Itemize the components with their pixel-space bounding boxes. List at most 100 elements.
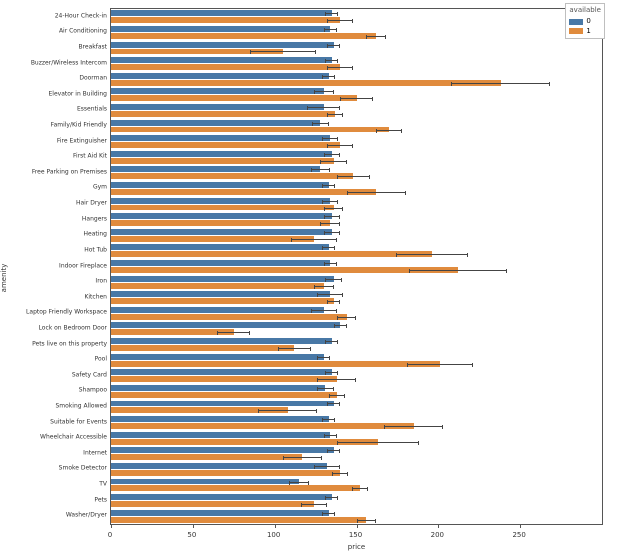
error-bar xyxy=(307,107,340,108)
x-tick-label: 250 xyxy=(512,531,525,539)
error-bar xyxy=(278,348,311,349)
error-bar xyxy=(347,192,406,193)
chart-container: amenity 24-Hour Check-inAir Conditioning… xyxy=(0,0,630,555)
error-bar xyxy=(217,332,250,333)
bar xyxy=(111,182,329,188)
error-bar xyxy=(332,473,348,474)
error-bar xyxy=(324,232,340,233)
bar xyxy=(111,267,458,273)
bar xyxy=(111,10,332,16)
y-tick-label: Hangers xyxy=(2,215,110,222)
bar xyxy=(111,314,347,320)
bar xyxy=(111,17,340,23)
bar xyxy=(111,260,330,266)
error-bar xyxy=(366,36,386,37)
legend-title: available xyxy=(569,6,601,16)
error-bar xyxy=(376,130,402,131)
bar xyxy=(111,392,337,398)
error-bar xyxy=(250,51,315,52)
error-bar xyxy=(322,201,338,202)
error-bar xyxy=(327,450,340,451)
y-tick-label: Gym xyxy=(2,184,110,191)
y-tick-label: Smoke Detector xyxy=(2,465,110,472)
y-tick-label: Heating xyxy=(2,231,110,238)
y-tick-label: Family/Kid Friendly xyxy=(2,122,110,129)
error-bar xyxy=(337,176,370,177)
legend-label-1: 1 xyxy=(586,27,590,37)
error-bar xyxy=(325,372,338,373)
x-tick-label: 50 xyxy=(187,531,196,539)
bar xyxy=(111,142,340,148)
bar xyxy=(111,432,330,438)
bar xyxy=(111,416,329,422)
error-bar xyxy=(324,435,337,436)
error-bar xyxy=(396,254,468,255)
error-bar xyxy=(340,98,373,99)
bar xyxy=(111,485,360,491)
x-tick-label: 150 xyxy=(349,531,362,539)
bar xyxy=(111,33,376,39)
y-tick-label: Washer/Dryer xyxy=(2,512,110,519)
bar xyxy=(111,127,389,133)
error-bar xyxy=(291,239,337,240)
legend-swatch-0-icon xyxy=(569,19,583,25)
bar xyxy=(111,111,335,117)
error-bar xyxy=(322,185,335,186)
bar xyxy=(111,376,337,382)
error-bar xyxy=(325,13,338,14)
error-bar xyxy=(317,379,356,380)
legend: available 0 1 xyxy=(565,3,605,39)
error-bar xyxy=(325,279,341,280)
error-bar xyxy=(327,67,353,68)
error-bar xyxy=(327,145,353,146)
x-tick xyxy=(438,524,439,528)
bar xyxy=(111,158,334,164)
bar xyxy=(111,80,501,86)
y-tick-label: Shampoo xyxy=(2,387,110,394)
bar xyxy=(111,494,332,500)
bar xyxy=(111,73,329,79)
bar xyxy=(111,510,329,516)
y-tick-label: Kitchen xyxy=(2,293,110,300)
bar xyxy=(111,151,332,157)
error-bar xyxy=(324,216,340,217)
y-tick-label: Suitable for Events xyxy=(2,418,110,425)
error-bar xyxy=(320,223,340,224)
bar xyxy=(111,517,366,523)
error-bar xyxy=(384,426,443,427)
bar xyxy=(111,361,440,367)
error-bar xyxy=(324,208,344,209)
x-tick xyxy=(357,524,358,528)
error-bar xyxy=(325,497,338,498)
legend-label-0: 0 xyxy=(586,17,590,27)
y-tick-label: Doorman xyxy=(2,75,110,82)
bar xyxy=(111,42,334,48)
error-bar xyxy=(409,270,507,271)
error-bar xyxy=(312,123,328,124)
error-bar xyxy=(337,317,357,318)
bar xyxy=(111,166,320,172)
bar xyxy=(111,329,234,335)
bar xyxy=(111,213,332,219)
y-tick-label: Elevator in Building xyxy=(2,90,110,97)
y-tick-label: Indoor Fireplace xyxy=(2,262,110,269)
bar xyxy=(111,88,324,94)
y-tick-label: Air Conditioning xyxy=(2,28,110,35)
bar xyxy=(111,338,332,344)
y-tick-label: Laptop Friendly Workspace xyxy=(2,309,110,316)
error-bar xyxy=(334,325,347,326)
x-tick xyxy=(193,524,194,528)
error-bar xyxy=(322,247,335,248)
error-bar xyxy=(314,466,340,467)
bar xyxy=(111,26,330,32)
legend-item-0: 0 xyxy=(569,17,601,27)
error-bar xyxy=(314,286,334,287)
bar xyxy=(111,447,334,453)
error-bar xyxy=(329,395,345,396)
bar xyxy=(111,57,332,63)
error-bar xyxy=(314,91,334,92)
bar xyxy=(111,479,299,485)
error-bar xyxy=(317,294,343,295)
y-tick-label: Essentials xyxy=(2,106,110,113)
bar xyxy=(111,501,314,507)
